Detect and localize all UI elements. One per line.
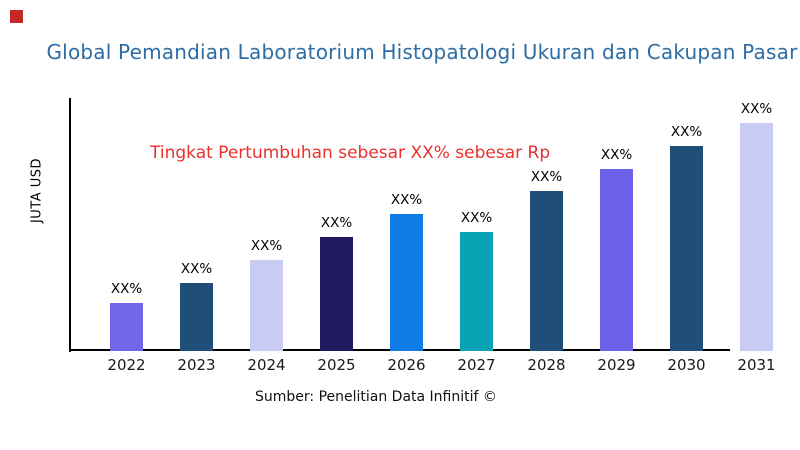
bar-value-label-2024: XX% (250, 238, 283, 254)
bar-2030 (670, 146, 703, 351)
bar-value-label-2023: XX% (180, 261, 213, 277)
bar-value-label-2030: XX% (670, 124, 703, 140)
bar-value-label-2025: XX% (320, 215, 353, 231)
bar-group-2024: XX% (232, 238, 302, 351)
bar-value-label-2022: XX% (110, 281, 143, 297)
bar-value-label-2026: XX% (390, 192, 423, 208)
bar-group-2022: XX% (92, 281, 162, 351)
bar-value-label-2028: XX% (530, 169, 563, 185)
x-tick-label-2029: 2029 (597, 356, 636, 374)
bar-group-2026: XX% (372, 192, 442, 351)
bar-group-2030: XX% (652, 124, 722, 351)
source-note: Sumber: Penelitian Data Infinitif © (255, 389, 497, 405)
bar-group-2029: XX% (582, 147, 652, 351)
bar-2025 (320, 237, 353, 351)
x-tick-label-2022: 2022 (107, 356, 146, 374)
x-tick-label-2023: 2023 (177, 356, 216, 374)
bar-2031 (740, 123, 773, 351)
bar-2026 (390, 214, 423, 351)
bar-group-2027: XX% (442, 210, 512, 351)
bar-group-2028: XX% (512, 169, 582, 351)
bar-value-label-2031: XX% (740, 101, 773, 117)
bar-value-label-2027: XX% (460, 210, 493, 226)
growth-annotation: Tingkat Pertumbuhan sebesar XX% sebesar … (150, 143, 551, 163)
x-tick-label-2027: 2027 (457, 356, 496, 374)
x-tick-label-2030: 2030 (667, 356, 706, 374)
red-square-logo (10, 10, 23, 23)
bar-2022 (110, 303, 143, 351)
x-tick-label-2031: 2031 (737, 356, 776, 374)
chart-title: Global Pemandian Laboratorium Histopatol… (46, 40, 798, 64)
bar-2029 (600, 169, 633, 351)
bar-2023 (180, 283, 213, 351)
y-axis-spine (69, 98, 71, 352)
bar-2028 (530, 191, 563, 351)
bar-value-label-2029: XX% (600, 147, 633, 163)
bar-2027 (460, 232, 493, 351)
bar-group-2023: XX% (162, 261, 232, 351)
bar-2024 (250, 260, 283, 351)
bar-group-2025: XX% (302, 215, 372, 351)
x-tick-label-2026: 2026 (387, 356, 426, 374)
x-tick-label-2024: 2024 (247, 356, 286, 374)
bar-group-2031: XX% (722, 101, 792, 351)
x-tick-label-2028: 2028 (527, 356, 566, 374)
x-tick-label-2025: 2025 (317, 356, 356, 374)
